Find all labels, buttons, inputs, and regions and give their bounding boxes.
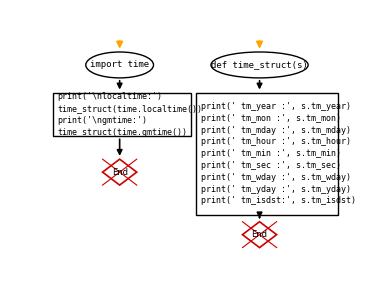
Ellipse shape bbox=[211, 52, 308, 78]
Bar bbox=[53, 93, 191, 136]
Bar bbox=[196, 93, 339, 215]
Text: End: End bbox=[112, 168, 128, 177]
Ellipse shape bbox=[86, 52, 154, 78]
Text: End: End bbox=[252, 230, 268, 239]
Text: print('\nlocaltime:')
time_struct(time.localtime())
print('\ngmtime:')
time_stru: print('\nlocaltime:') time_struct(time.l… bbox=[57, 93, 202, 137]
Polygon shape bbox=[103, 159, 137, 185]
Text: def time_struct(s): def time_struct(s) bbox=[211, 60, 308, 69]
Text: print(' tm_year :', s.tm_year)
print(' tm_mon :', s.tm_mon)
print(' tm_mday :', : print(' tm_year :', s.tm_year) print(' t… bbox=[201, 102, 356, 205]
Text: import time: import time bbox=[90, 60, 149, 69]
Polygon shape bbox=[242, 222, 277, 248]
